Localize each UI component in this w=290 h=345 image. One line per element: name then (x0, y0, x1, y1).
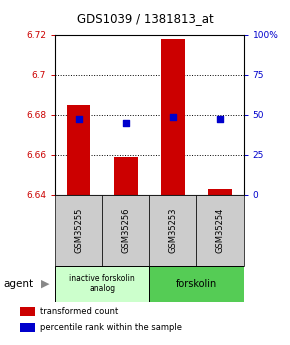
Text: GSM35256: GSM35256 (121, 208, 130, 253)
Bar (149, 195, 196, 266)
Point (171, 114, 175, 119)
Bar (20, 307, 35, 316)
Text: forskolin: forskolin (176, 279, 217, 289)
Bar (67, 105, 90, 195)
Bar (102, 195, 149, 266)
Bar (208, 189, 232, 195)
Text: GSM35255: GSM35255 (74, 208, 83, 253)
Bar (114, 157, 137, 195)
Text: GDS1039 / 1381813_at: GDS1039 / 1381813_at (77, 12, 213, 25)
Text: GSM35253: GSM35253 (168, 208, 177, 253)
Bar (196, 195, 244, 266)
Bar (20, 323, 35, 332)
Bar (55, 266, 149, 302)
Text: transformed count: transformed count (40, 307, 118, 316)
Text: percentile rank within the sample: percentile rank within the sample (40, 323, 182, 332)
Point (124, 120, 128, 126)
Text: ▶: ▶ (41, 279, 49, 289)
Bar (55, 195, 102, 266)
Text: inactive forskolin
analog: inactive forskolin analog (69, 274, 135, 294)
Text: agent: agent (3, 279, 33, 289)
Bar (149, 266, 244, 302)
Point (76, 116, 81, 121)
Point (218, 116, 222, 121)
Bar (161, 39, 185, 195)
Text: GSM35254: GSM35254 (215, 208, 224, 253)
